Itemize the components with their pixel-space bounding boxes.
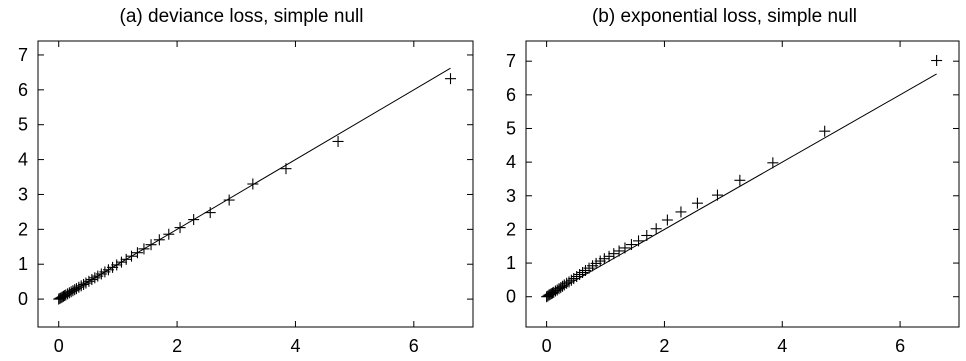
- data-point: [613, 245, 625, 257]
- x-tick-label: 0: [54, 336, 64, 356]
- x-tick-label: 6: [895, 336, 905, 356]
- x-tick-label: 6: [409, 336, 419, 356]
- y-tick-label: 3: [18, 184, 28, 204]
- plot-b: 0 1 2 3 4 5 6 7 0 2 4 6: [506, 40, 960, 356]
- data-point: [691, 197, 703, 209]
- panel-b: (b) exponential loss, simple null 0 1 2 3 4 5…: [483, 0, 966, 361]
- data-point: [80, 277, 92, 289]
- data-point: [332, 135, 344, 147]
- data-point: [819, 125, 831, 137]
- y-tick-label: 7: [18, 45, 28, 65]
- chart-title: (a) deviance loss, simple null: [119, 6, 364, 27]
- data-point: [73, 281, 85, 293]
- data-point: [120, 253, 132, 265]
- data-point: [571, 271, 583, 283]
- data-point: [131, 247, 143, 259]
- data-point: [204, 207, 216, 219]
- data-point: [75, 280, 87, 292]
- plot-frame: [37, 40, 474, 328]
- data-point: [547, 287, 559, 299]
- x-tick-label: 2: [659, 336, 669, 356]
- x-tick-label: 0: [542, 336, 552, 356]
- chart-title: (b) exponential loss, simple null: [591, 6, 858, 27]
- data-point: [59, 290, 71, 302]
- data-point: [445, 73, 457, 85]
- y-tick-label: 3: [506, 186, 516, 206]
- y-tick-label: 5: [18, 115, 28, 135]
- data-point: [223, 194, 235, 206]
- data-point: [633, 235, 645, 247]
- data-point: [115, 256, 127, 268]
- y-tick-label: 4: [506, 152, 516, 172]
- data-point: [86, 274, 98, 286]
- data-point: [625, 239, 637, 251]
- data-point: [126, 250, 138, 262]
- data-point: [163, 228, 175, 240]
- data-point: [561, 277, 573, 289]
- data-point: [111, 259, 123, 271]
- data-point: [619, 242, 631, 254]
- data-point: [767, 157, 779, 169]
- data-point: [138, 243, 150, 255]
- data-point: [734, 174, 746, 186]
- y-tick-label: 6: [18, 80, 28, 100]
- data-point: [574, 269, 586, 281]
- y-tick-label: 2: [506, 219, 516, 239]
- data-point: [711, 189, 723, 201]
- x-tick-label: 4: [290, 336, 300, 356]
- y-tick-label: 1: [18, 254, 28, 274]
- data-point: [931, 55, 943, 67]
- data-point: [280, 163, 292, 175]
- x-tick-label: 4: [777, 336, 787, 356]
- y-tick-label: 4: [18, 150, 28, 170]
- y-tick-label: 2: [18, 219, 28, 239]
- y-tick-label: 7: [506, 51, 516, 71]
- data-point: [641, 229, 653, 241]
- data-point: [188, 214, 200, 226]
- reference-line: [546, 73, 937, 298]
- y-tick-label: 1: [506, 253, 516, 273]
- data-point: [247, 178, 259, 190]
- data-point: [174, 222, 186, 234]
- data-point: [577, 266, 589, 278]
- plot-a: 0 1 2 3 4 5 6 7 0 2 4 6: [18, 40, 474, 356]
- data-point: [558, 279, 570, 291]
- y-tick-label: 0: [506, 287, 516, 307]
- data-point: [89, 272, 101, 284]
- data-point: [608, 248, 620, 260]
- data-point: [568, 273, 580, 285]
- y-tick-label: 5: [506, 118, 516, 138]
- x-tick-label: 2: [172, 336, 182, 356]
- data-point: [650, 223, 662, 235]
- y-tick-label: 6: [506, 85, 516, 105]
- data-point: [83, 275, 95, 287]
- data-point: [153, 234, 165, 246]
- plot-frame: [525, 40, 960, 328]
- data-point: [598, 253, 610, 265]
- data-point: [145, 239, 157, 251]
- data-point: [70, 283, 82, 295]
- data-point: [603, 250, 615, 262]
- y-tick-label: 0: [18, 289, 28, 309]
- data-point: [675, 206, 687, 218]
- data-point: [661, 214, 673, 226]
